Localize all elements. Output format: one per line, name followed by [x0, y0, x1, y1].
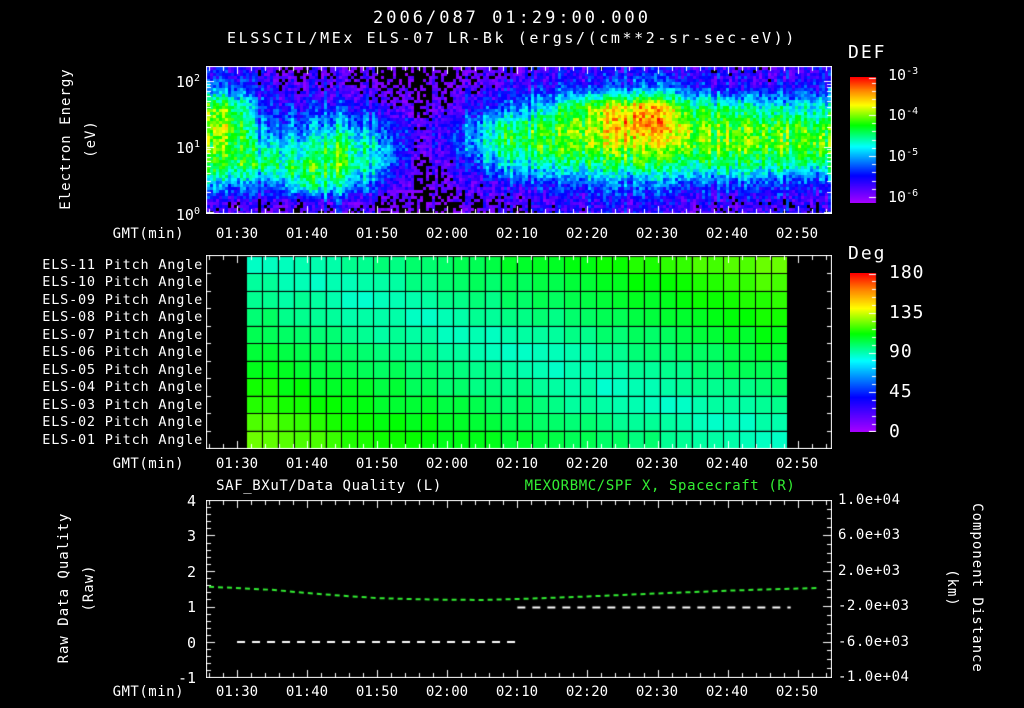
time-tick-label: 02:10 — [495, 684, 539, 700]
time-tick-label: 02:10 — [495, 456, 539, 472]
time-tick-label: 02:30 — [635, 456, 679, 472]
time-tick-label: 02:00 — [425, 684, 469, 700]
def-cb-tick: 10-3 — [888, 66, 919, 84]
datetime-title: 2006/087 01:29:00.000 — [373, 8, 651, 28]
pitch-row-label: ELS-03 Pitch Angle — [42, 396, 203, 413]
bottom-rtick: -1.0e+04 — [838, 669, 910, 685]
time-tick-label: 02:30 — [635, 684, 679, 700]
time-tick-label: 02:50 — [775, 226, 819, 242]
time-tick-label: 02:50 — [775, 684, 819, 700]
bottom-rtick: 2.0e+03 — [838, 563, 901, 579]
bottom-right-ylabel: Component Distance (km) — [944, 503, 985, 673]
spectrogram-ytick-10: 101 — [175, 139, 200, 157]
deg-colorbar — [850, 273, 882, 432]
deg-cb-tick: 0 — [889, 421, 901, 442]
pitch-row-label: ELS-07 Pitch Angle — [42, 326, 203, 343]
bottom-ytick: 0 — [186, 634, 196, 652]
plot-title: ELSSCIL/MEx ELS-07 LR-Bk (ergs/(cm**2-sr… — [227, 29, 797, 47]
time-tick-label: 01:50 — [355, 226, 399, 242]
pitch-angle-panel — [206, 255, 832, 449]
top-xaxis-gmt-label: GMT(min) — [112, 226, 184, 242]
bottom-xaxis-tick-labels: 01:30 01:40 01:50 02:00 02:10 02:20 02:30 02:40… — [206, 684, 832, 700]
pitch-row-label: ELS-08 Pitch Angle — [42, 309, 203, 326]
bottom-rtick: 6.0e+03 — [838, 527, 901, 543]
pitch-row-label: ELS-09 Pitch Angle — [42, 291, 203, 308]
pitch-row-label: ELS-02 Pitch Angle — [42, 414, 203, 431]
bottom-ytick: 2 — [186, 563, 196, 581]
def-colorbar — [850, 77, 882, 203]
time-tick-label: 02:40 — [705, 226, 749, 242]
bottom-left-title: SAF_BXuT/Data Quality (L) — [216, 478, 442, 494]
pitch-row-label: ELS-11 Pitch Angle — [42, 257, 203, 273]
bottom-rtick: -2.0e+03 — [838, 598, 910, 614]
def-cb-tick: 10-6 — [888, 188, 919, 206]
time-tick-label: 01:50 — [355, 684, 399, 700]
middle-xaxis-gmt-label: GMT(min) — [112, 456, 184, 472]
def-cb-tick: 10-4 — [888, 106, 919, 124]
bottom-ytick: 1 — [186, 598, 196, 616]
time-tick-label: 02:40 — [705, 456, 749, 472]
time-tick-label: 02:20 — [565, 456, 609, 472]
deg-cb-tick: 180 — [889, 262, 925, 283]
bottom-rtick: -6.0e+03 — [838, 634, 910, 650]
time-tick-label: 02:00 — [425, 456, 469, 472]
spectrogram-ytick-1: 100 — [175, 206, 200, 224]
time-tick-label: 01:30 — [215, 456, 259, 472]
deg-colorbar-title: Deg — [848, 243, 887, 264]
bottom-left-ylabel: Raw Data Quality (Raw) — [56, 512, 97, 664]
bottom-rtick: 1.0e+04 — [838, 492, 901, 508]
electron-energy-spectrogram — [206, 66, 832, 214]
bottom-xaxis-gmt-label: GMT(min) — [112, 684, 184, 700]
quality-distance-plot — [206, 500, 832, 678]
pitch-row-label: ELS-06 Pitch Angle — [42, 344, 203, 361]
pitch-row-label: ELS-04 Pitch Angle — [42, 379, 203, 396]
bottom-ytick: -1 — [177, 669, 196, 687]
pitch-row-label: ELS-05 Pitch Angle — [42, 361, 203, 378]
deg-cb-tick: 90 — [889, 341, 913, 362]
pitch-row-label: ELS-01 Pitch Angle — [42, 431, 203, 448]
deg-cb-tick: 45 — [889, 381, 913, 402]
top-xaxis-tick-labels: 01:30 01:40 01:50 02:00 02:10 02:20 02:30 02:40… — [206, 226, 832, 242]
time-tick-label: 02:00 — [425, 226, 469, 242]
def-colorbar-title: DEF — [848, 42, 887, 63]
time-tick-label: 02:20 — [565, 684, 609, 700]
time-tick-label: 01:50 — [355, 456, 399, 472]
time-tick-label: 02:50 — [775, 456, 819, 472]
bottom-ytick: 3 — [186, 527, 196, 545]
time-tick-label: 01:40 — [285, 226, 329, 242]
def-cb-tick: 10-5 — [888, 147, 919, 165]
middle-xaxis-tick-labels: 01:30 01:40 01:50 02:00 02:10 02:20 02:30 02:40… — [206, 456, 832, 472]
time-tick-label: 01:40 — [285, 456, 329, 472]
spectrogram-ytick-100: 102 — [175, 73, 200, 91]
pitch-row-label: ELS-10 Pitch Angle — [42, 274, 203, 291]
time-tick-label: 01:40 — [285, 684, 329, 700]
time-tick-label: 01:30 — [215, 684, 259, 700]
deg-cb-tick: 135 — [889, 302, 925, 323]
time-tick-label: 02:40 — [705, 684, 749, 700]
time-tick-label: 02:10 — [495, 226, 539, 242]
bottom-right-title: MEXORBMC/SPF X, Spacecraft (R) — [524, 478, 796, 494]
spectrogram-ylabel: Electron Energy (eV) — [58, 68, 99, 210]
time-tick-label: 02:20 — [565, 226, 609, 242]
time-tick-label: 02:30 — [635, 226, 679, 242]
bottom-ytick: 4 — [186, 492, 196, 510]
time-tick-label: 01:30 — [215, 226, 259, 242]
